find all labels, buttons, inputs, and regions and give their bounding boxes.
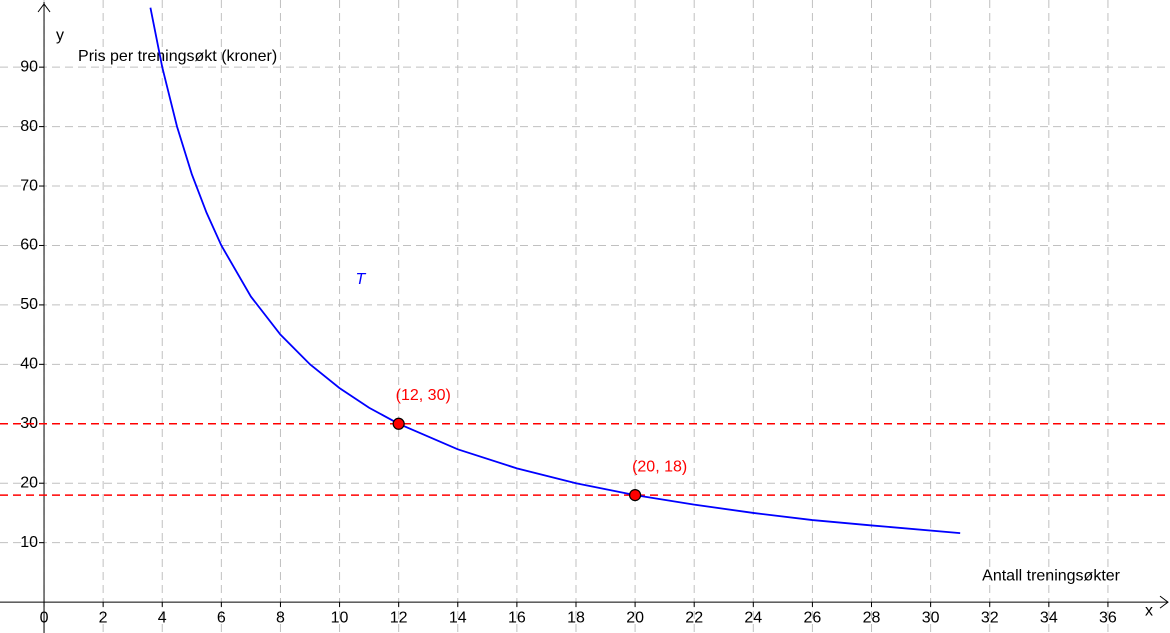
x-tick-label: 6 xyxy=(217,609,226,626)
point-label: (20, 18) xyxy=(632,458,687,475)
curve-label: T xyxy=(355,271,366,288)
point xyxy=(392,417,405,430)
x-tick-label: 12 xyxy=(390,609,408,626)
x-tick-label: 34 xyxy=(1040,609,1058,626)
y-tick-label: 50 xyxy=(20,296,38,313)
y-tick-label: 60 xyxy=(20,237,38,254)
x-tick-label: 14 xyxy=(449,609,467,626)
y-tick-label: 10 xyxy=(20,534,38,551)
y-tick-label: 40 xyxy=(20,356,38,373)
x-tick-label: 2 xyxy=(99,609,108,626)
x-tick-label: 24 xyxy=(744,609,762,626)
x-tick-label: 30 xyxy=(922,609,940,626)
x-tick-label: 26 xyxy=(804,609,822,626)
x-axis-label: x xyxy=(1145,602,1153,619)
x-tick-label: 32 xyxy=(981,609,999,626)
x-tick-label: 28 xyxy=(863,609,881,626)
x-tick-label: 10 xyxy=(331,609,349,626)
x-tick-label: 0 xyxy=(40,609,49,626)
y-axis-arrow xyxy=(37,3,51,13)
x-tick-label: 16 xyxy=(508,609,526,626)
y-axis-label: y xyxy=(56,27,64,44)
y-tick-label: 90 xyxy=(20,58,38,75)
point xyxy=(628,489,642,502)
x-tick-label: 36 xyxy=(1099,609,1117,626)
x-tick-label: 18 xyxy=(567,609,585,626)
x-tick-label: 20 xyxy=(626,609,644,626)
x-axis-arrow xyxy=(1159,595,1169,609)
x-tick-label: 8 xyxy=(276,609,285,626)
x-tick-label: 22 xyxy=(685,609,703,626)
x-tick-label: 4 xyxy=(158,609,167,626)
point-label: (12, 30) xyxy=(396,387,451,404)
curve xyxy=(149,7,961,535)
x-axis-title: Antall treningsøkter xyxy=(982,567,1121,584)
y-tick-label: 70 xyxy=(20,177,38,194)
y-tick-label: 20 xyxy=(20,474,38,491)
y-axis-title: Pris per treningsøkt (kroner) xyxy=(78,48,277,65)
y-tick-label: 80 xyxy=(20,118,38,135)
